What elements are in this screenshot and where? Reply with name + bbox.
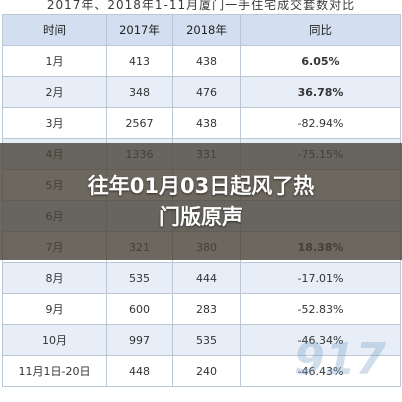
table-caption: 2017年、2018年1-11月厦门一手住宅成交套数对比: [46, 0, 356, 12]
cell-yoy: -17.01%: [240, 262, 401, 294]
cell-yoy: -82.94%: [240, 107, 401, 139]
cell-2018: 535: [172, 324, 241, 356]
cell-2018: 240: [172, 355, 241, 387]
table-row: 1月 413 438 6.05%: [2, 45, 401, 77]
cell-2018: 476: [172, 76, 241, 108]
header-2018: 2018年: [172, 14, 241, 46]
watermark-logo: 917: [294, 334, 386, 385]
cell-time: 10月: [2, 324, 107, 356]
cell-time: 2月: [2, 76, 107, 108]
banner-title-line2: 门版原声: [159, 205, 243, 229]
cell-2018: 283: [172, 293, 241, 325]
cell-2017: 600: [106, 293, 173, 325]
header-2017: 2017年: [106, 14, 173, 46]
header-time: 时间: [2, 14, 107, 46]
cell-time: 3月: [2, 107, 107, 139]
cell-yoy: -46.34%: [240, 324, 401, 356]
cell-time: 1月: [2, 45, 107, 77]
table-row: 10月 997 535 -46.34%: [2, 324, 401, 356]
cell-time: 9月: [2, 293, 107, 325]
overlay-banner: [0, 143, 402, 260]
banner-title[interactable]: 往年01月03日起风了热 门版原声: [0, 171, 402, 233]
cell-2017: 997: [106, 324, 173, 356]
cell-yoy: 36.78%: [240, 76, 401, 108]
cell-2017: 2567: [106, 107, 173, 139]
cell-2018: 438: [172, 45, 241, 77]
table-header-row: 时间 2017年 2018年 同比: [2, 14, 401, 46]
cell-2017: 348: [106, 76, 173, 108]
cell-2017: 413: [106, 45, 173, 77]
cell-2018: 438: [172, 107, 241, 139]
cell-yoy: 6.05%: [240, 45, 401, 77]
cell-2017: 448: [106, 355, 173, 387]
banner-title-line1: 往年01月03日起风了热: [87, 174, 315, 198]
table-row: 3月 2567 438 -82.94%: [2, 107, 401, 139]
header-yoy: 同比: [240, 14, 401, 46]
cell-2017: 535: [106, 262, 173, 294]
cell-yoy: -46.43%: [240, 355, 401, 387]
cell-time: 11月1日-20日: [2, 355, 107, 387]
table-row: 8月 535 444 -17.01%: [2, 262, 401, 294]
table-row: 9月 600 283 -52.83%: [2, 293, 401, 325]
cell-time: 8月: [2, 262, 107, 294]
cell-yoy: -52.83%: [240, 293, 401, 325]
cell-2018: 444: [172, 262, 241, 294]
table-row: 2月 348 476 36.78%: [2, 76, 401, 108]
table-row: 11月1日-20日 448 240 -46.43%: [2, 355, 401, 387]
